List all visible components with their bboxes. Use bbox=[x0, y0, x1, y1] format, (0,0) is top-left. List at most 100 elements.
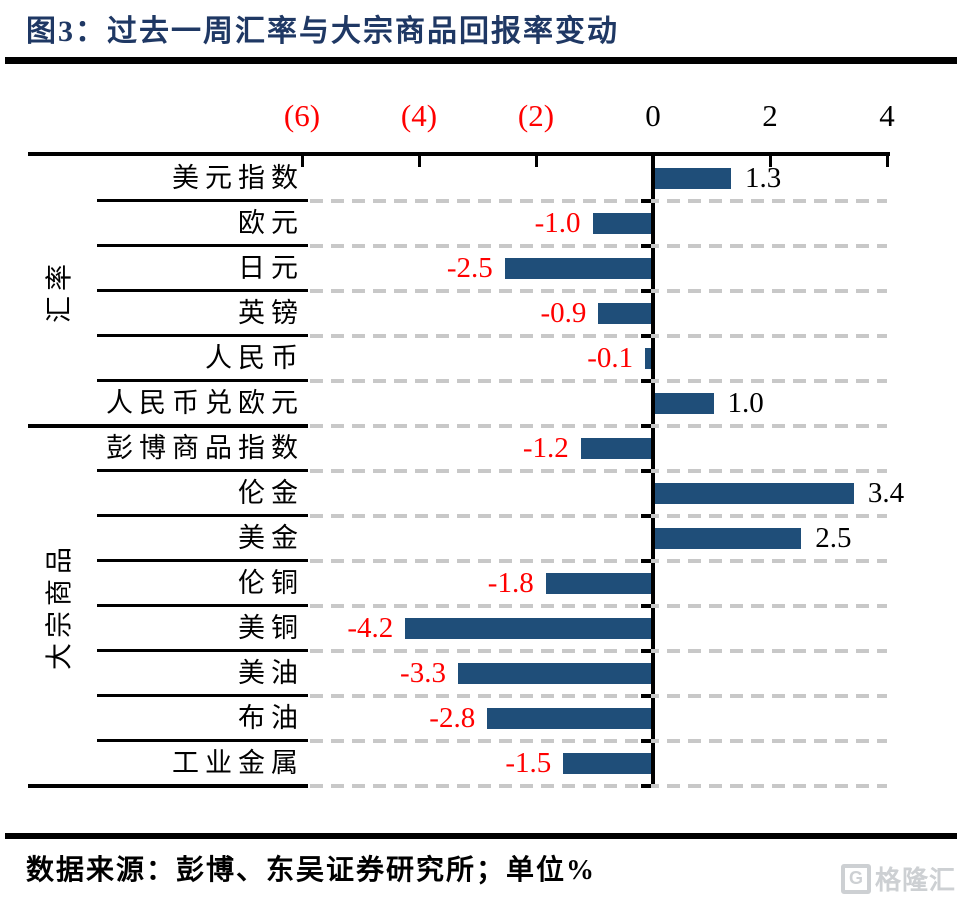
category-label: 美金 bbox=[238, 523, 304, 553]
category-label: 布油 bbox=[238, 703, 304, 733]
bar bbox=[655, 393, 714, 414]
category-label: 日元 bbox=[238, 253, 304, 283]
value-label: 1.0 bbox=[727, 387, 764, 419]
value-label: -0.9 bbox=[540, 297, 587, 329]
category-underline bbox=[97, 289, 308, 292]
value-label: 2.5 bbox=[815, 522, 852, 554]
value-label: -2.5 bbox=[446, 252, 493, 284]
data-source-note: 数据来源：彭博、东吴证券研究所；单位% bbox=[26, 855, 597, 886]
dashed-gridline bbox=[310, 514, 887, 518]
gelonghui-logo-text: 格隆汇 bbox=[874, 865, 956, 895]
bar bbox=[598, 303, 651, 324]
zero-axis-tick bbox=[641, 514, 651, 518]
bar bbox=[504, 258, 651, 279]
dashed-gridline bbox=[310, 559, 887, 563]
gelonghui-logo: G 格隆汇 bbox=[840, 860, 956, 897]
zero-axis-tick bbox=[641, 604, 651, 608]
bar bbox=[405, 618, 651, 639]
category-underline bbox=[97, 379, 308, 382]
value-label: -3.3 bbox=[400, 657, 446, 689]
dashed-gridline bbox=[310, 784, 887, 788]
category-underline bbox=[97, 199, 308, 202]
category-label: 人民币兑欧元 bbox=[106, 388, 304, 418]
figure-title: 图3：过去一周汇率与大宗商品回报率变动 bbox=[26, 15, 619, 48]
group-separator-line bbox=[28, 784, 308, 788]
category-label: 美铜 bbox=[238, 613, 304, 643]
zero-axis-tick bbox=[641, 694, 651, 698]
bar bbox=[487, 708, 651, 729]
category-label: 人民币 bbox=[205, 343, 304, 373]
category-underline bbox=[97, 244, 308, 247]
category-label: 伦铜 bbox=[238, 568, 304, 598]
axis-group-label: 大宗商品 bbox=[44, 542, 75, 670]
footer-divider-rule bbox=[5, 833, 957, 839]
bar bbox=[592, 213, 651, 234]
x-axis-tick-mark bbox=[535, 156, 538, 167]
value-label: -1.5 bbox=[505, 747, 552, 779]
dashed-gridline bbox=[310, 199, 887, 203]
category-underline bbox=[97, 604, 308, 607]
dashed-gridline bbox=[310, 604, 887, 608]
x-axis-tick-mark bbox=[769, 156, 772, 167]
dashed-gridline bbox=[310, 424, 887, 428]
category-underline bbox=[97, 649, 308, 652]
dashed-gridline bbox=[310, 244, 887, 248]
bar bbox=[655, 528, 802, 549]
zero-axis-tick bbox=[641, 469, 651, 473]
x-axis-tick-label: (4) bbox=[400, 98, 438, 133]
dashed-gridline bbox=[310, 469, 887, 473]
value-label: -1.2 bbox=[522, 432, 569, 464]
dashed-gridline bbox=[310, 694, 887, 698]
category-label: 美油 bbox=[238, 658, 304, 688]
axis-group-label: 汇率 bbox=[44, 259, 75, 323]
category-underline bbox=[97, 514, 308, 517]
dashed-gridline bbox=[310, 334, 887, 338]
group-separator-line bbox=[28, 424, 308, 428]
category-label: 欧元 bbox=[238, 208, 304, 238]
value-label: -1.8 bbox=[487, 567, 534, 599]
value-label: 1.3 bbox=[745, 162, 782, 194]
x-axis-tick-label: (6) bbox=[283, 98, 321, 133]
category-underline bbox=[97, 559, 308, 562]
value-label: -0.1 bbox=[587, 342, 634, 374]
bar bbox=[580, 438, 651, 459]
zero-axis-tick bbox=[641, 199, 651, 203]
category-label: 工业金属 bbox=[172, 748, 304, 778]
x-axis-tick-label: (2) bbox=[517, 98, 555, 133]
value-label: 3.4 bbox=[867, 477, 905, 509]
dashed-gridline bbox=[310, 289, 887, 293]
x-axis-line bbox=[28, 152, 890, 156]
bar bbox=[645, 348, 651, 369]
x-axis-tick-mark bbox=[301, 156, 304, 167]
dashed-gridline bbox=[310, 739, 887, 743]
bar bbox=[545, 573, 651, 594]
bar bbox=[563, 753, 651, 774]
zero-axis-tick bbox=[641, 784, 651, 788]
value-label: -1.0 bbox=[534, 207, 581, 239]
zero-axis-tick bbox=[641, 244, 651, 248]
zero-axis-tick bbox=[641, 559, 651, 563]
bar bbox=[655, 168, 732, 189]
x-axis-tick-label: 0 bbox=[645, 98, 661, 133]
x-axis-tick-mark bbox=[886, 156, 889, 167]
category-label: 英镑 bbox=[238, 298, 304, 328]
value-label: -4.2 bbox=[347, 612, 394, 644]
gelonghui-logo-icon: G bbox=[840, 863, 871, 894]
value-label: -2.8 bbox=[429, 702, 476, 734]
category-underline bbox=[97, 739, 308, 742]
zero-axis-tick bbox=[641, 739, 651, 743]
zero-axis-tick bbox=[641, 334, 651, 338]
category-label: 伦金 bbox=[238, 478, 304, 508]
dashed-gridline bbox=[310, 649, 887, 653]
x-axis-tick-label: 2 bbox=[762, 98, 778, 133]
bar bbox=[457, 663, 651, 684]
category-label: 彭博商品指数 bbox=[106, 433, 304, 463]
category-underline bbox=[97, 469, 308, 472]
zero-axis-tick bbox=[641, 379, 651, 383]
zero-axis-tick bbox=[641, 289, 651, 293]
category-label: 美元指数 bbox=[172, 163, 304, 193]
zero-axis-tick bbox=[641, 649, 651, 653]
zero-axis-tick bbox=[641, 424, 651, 428]
x-axis-tick-label: 4 bbox=[879, 98, 895, 133]
